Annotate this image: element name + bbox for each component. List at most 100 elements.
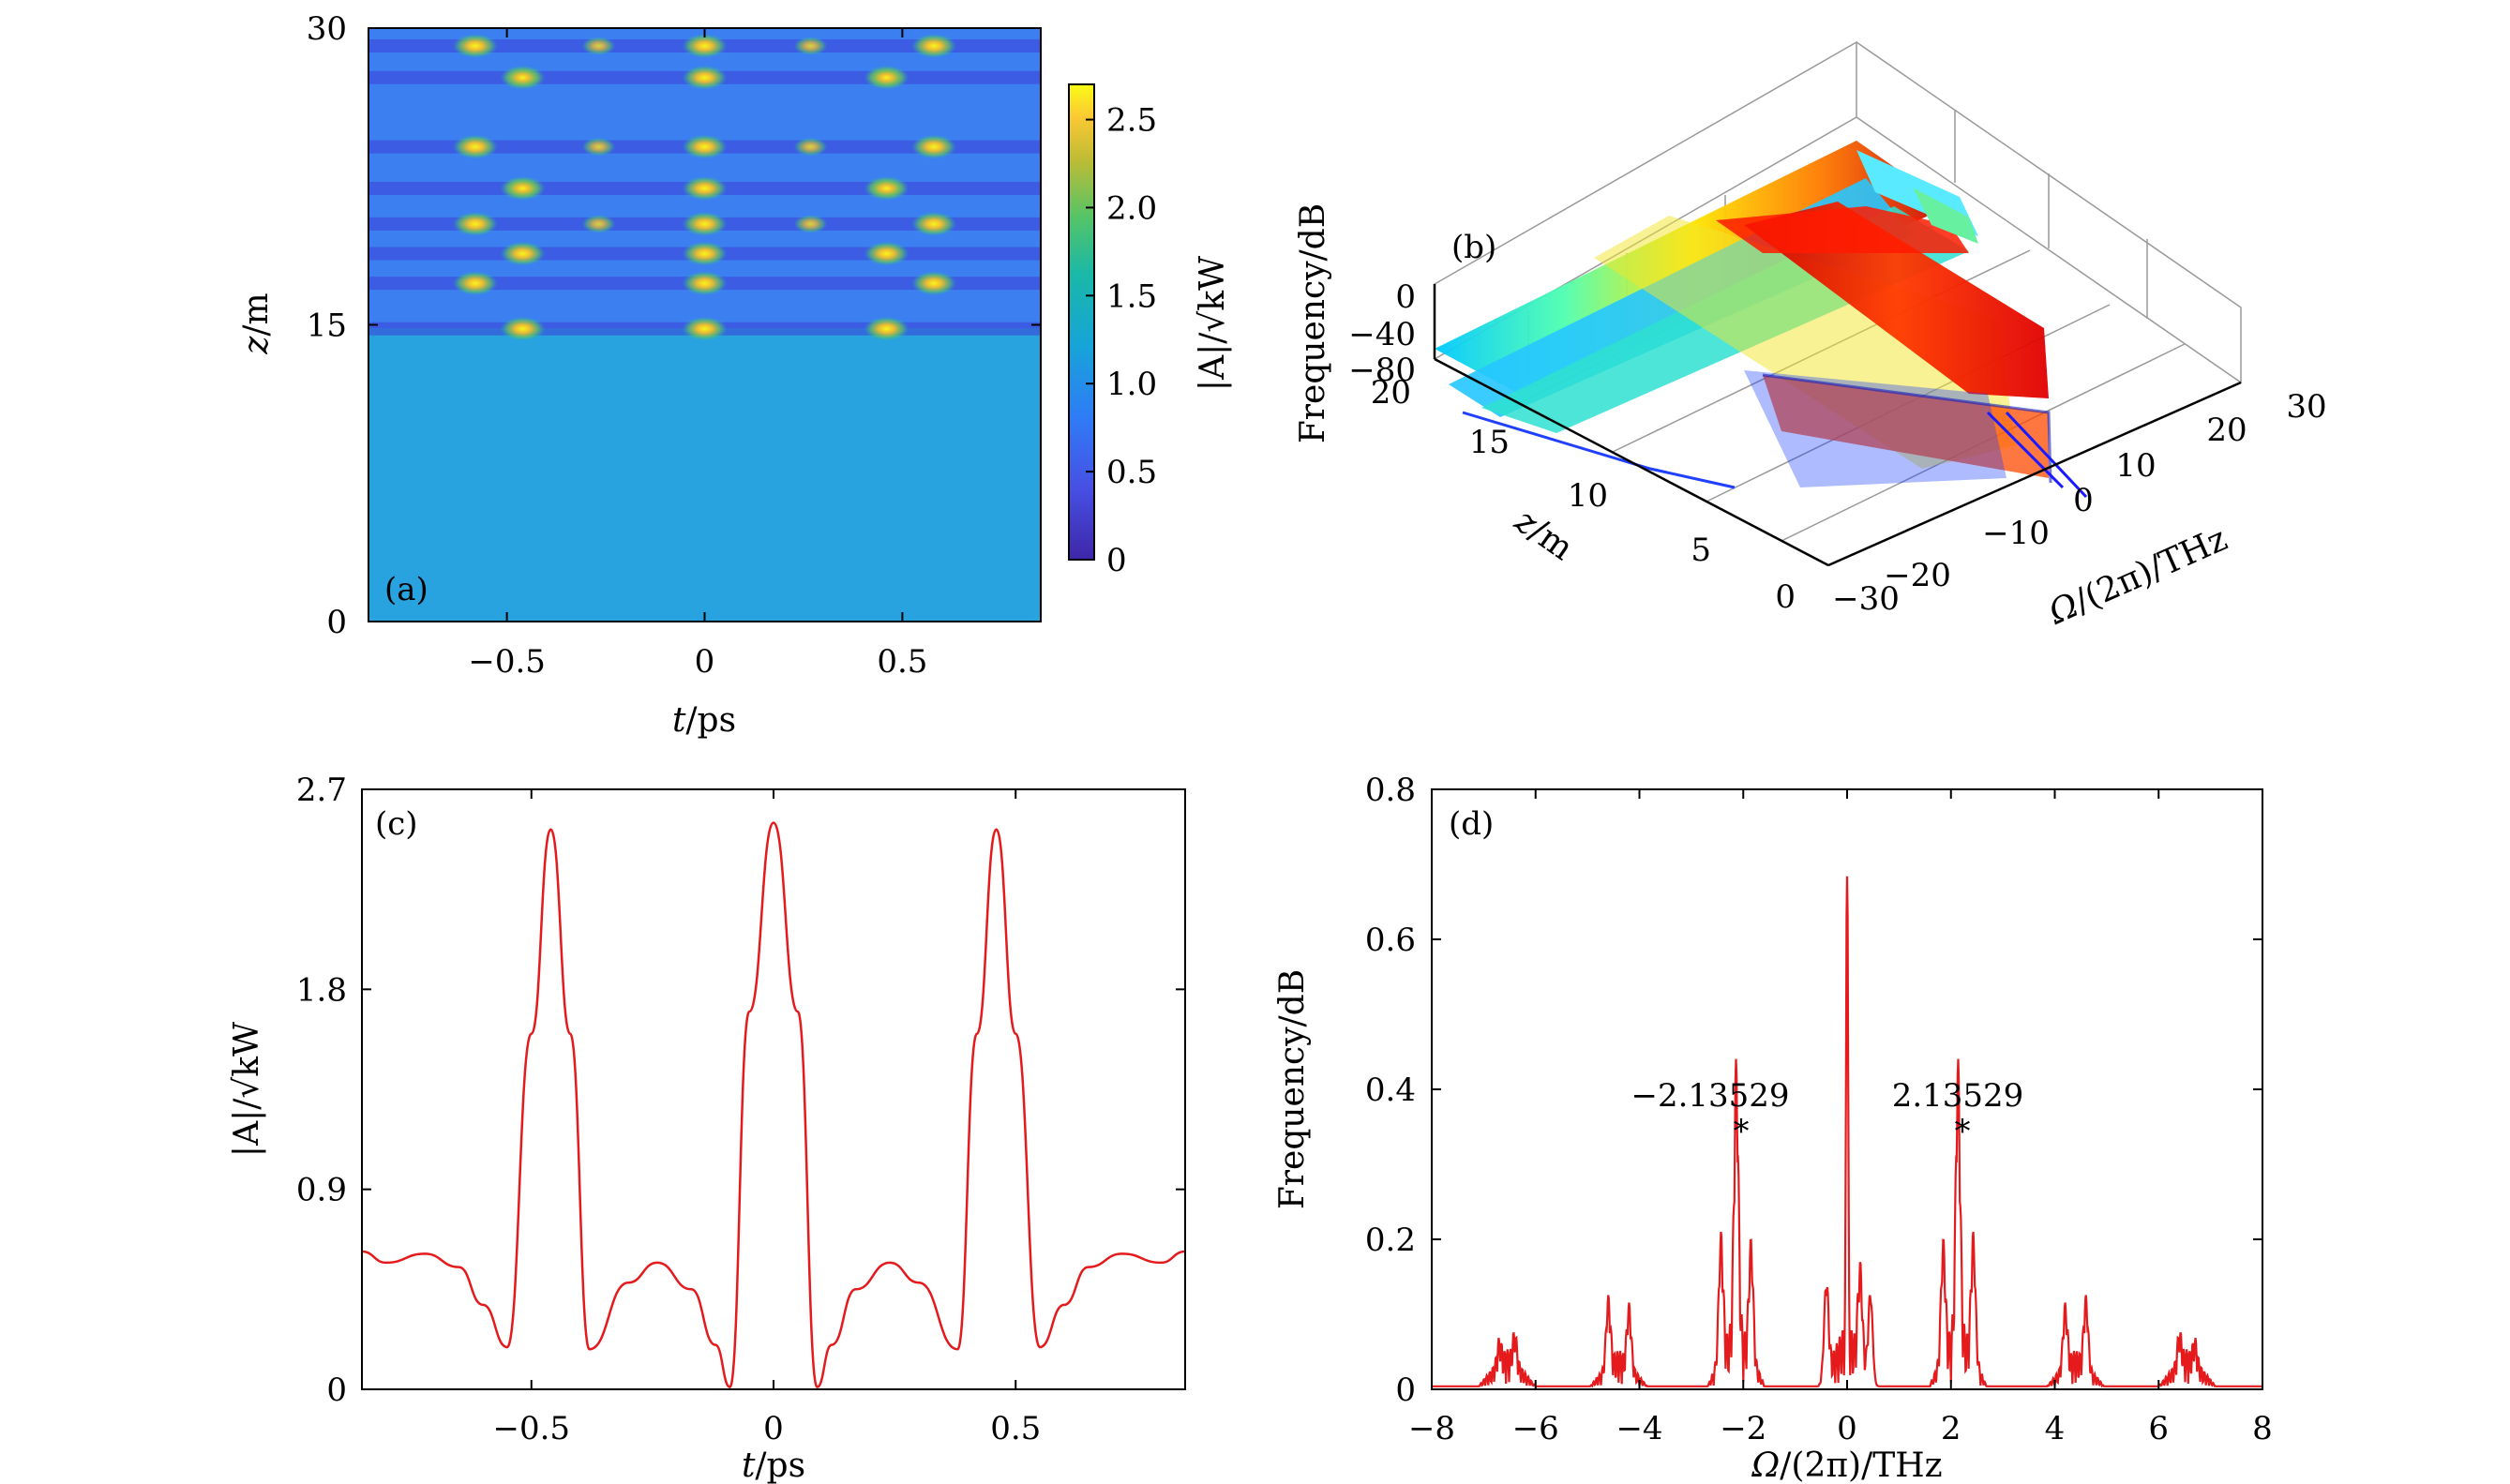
- tick-label: −0.5: [492, 1410, 570, 1447]
- tick-label: 2: [1941, 1410, 1961, 1447]
- heatmap-peak: [682, 175, 728, 201]
- tick-label: 0: [1106, 542, 1127, 579]
- series-line-d: [1432, 876, 2262, 1388]
- panel-tag-d: (d): [1449, 805, 1494, 843]
- tick-label: 15: [1469, 424, 1510, 461]
- ticks-a: −0.5 0 0.5 0 15 30: [307, 10, 1041, 681]
- heatmap-peak: [911, 211, 957, 236]
- colorbar-ticks: 0 0.5 1.0 1.5 2.0 2.5: [1086, 102, 1157, 579]
- heatmap-peak: [682, 211, 728, 236]
- heatmap-peak: [505, 178, 540, 198]
- marker-left-peak: *: [1734, 1113, 1750, 1150]
- colorbar: [1068, 83, 1095, 561]
- ticks-c: −0.5 0 0.5 0 0.9 1.8 2.7: [296, 772, 1185, 1447]
- tick-label: −2: [1720, 1410, 1766, 1447]
- panel-tag-c: (c): [375, 805, 418, 843]
- annotation-right-peak: 2.13529: [1892, 1077, 2024, 1115]
- tick-label: 10: [1568, 477, 1608, 515]
- heatmap-peak: [500, 316, 546, 341]
- tick-label: 0.6: [1365, 922, 1416, 959]
- heatmap-peak: [864, 316, 909, 341]
- x-axis-label-b: Ω/(2π)/THz: [2042, 519, 2232, 632]
- tick-label: −0.5: [468, 643, 546, 681]
- heatmap-peak: [581, 36, 616, 55]
- heatmap-peak: [793, 36, 828, 55]
- heatmap-peak: [682, 316, 728, 341]
- heatmap-peak: [581, 137, 616, 157]
- tick-label: 0: [326, 1372, 347, 1409]
- tick-label: 0: [695, 643, 715, 681]
- tick-label: 30: [307, 10, 347, 48]
- x-axis-label-a: t/ps: [672, 701, 736, 740]
- tick-label: −6: [1512, 1410, 1559, 1447]
- heatmap-peak: [682, 241, 728, 266]
- tick-label: −40: [1348, 316, 1416, 353]
- tick-label: 0: [763, 1410, 784, 1447]
- tick-label: 6: [2148, 1410, 2169, 1447]
- tick-label: 20: [2206, 412, 2247, 449]
- colorbar-label: |A|/√kW: [1194, 256, 1232, 391]
- axes-3d: [1433, 284, 2242, 567]
- tick-label: 0.5: [990, 1410, 1041, 1447]
- tick-label: 30: [2286, 388, 2326, 426]
- tick-label: 0: [1395, 1372, 1416, 1409]
- x-axis-label-c: t/ps: [742, 1447, 805, 1484]
- panel-a: −0.5 0 0.5 0 15 30 (a) t/ps z/m 0 0.5 1.0 1.5 2.0…: [237, 10, 1232, 740]
- spectrum-surface: [1435, 141, 2088, 499]
- tick-label: 10: [2115, 447, 2156, 485]
- tick-label: 0.9: [296, 1172, 347, 1209]
- tick-label: −30: [1832, 580, 1900, 618]
- heatmap-peak: [452, 271, 498, 296]
- y-axis-label-a: z/m: [237, 292, 276, 354]
- x-axis-label-d: Ω/(2π)/THz: [1751, 1447, 1942, 1484]
- tick-label: −20: [1884, 557, 1951, 594]
- tick-label: 1.0: [1106, 366, 1157, 403]
- tick-label: 8: [2252, 1410, 2273, 1447]
- heatmap-a: [368, 28, 1041, 622]
- heatmap-peak: [452, 33, 498, 58]
- heatmap-peak: [682, 65, 728, 90]
- heatmap-peak: [682, 271, 728, 296]
- panel-tag-b: (b): [1451, 229, 1496, 266]
- heatmap-peak: [869, 67, 904, 87]
- z-axis-label-b: Frequency/dB: [1294, 203, 1332, 443]
- tick-label: 0: [2073, 482, 2094, 519]
- heatmap-peak: [505, 67, 540, 87]
- heatmap-peak: [911, 134, 957, 159]
- annotation-left-peak: −2.13529: [1631, 1077, 1789, 1115]
- y-axis-label-d: Frequency/dB: [1273, 969, 1312, 1209]
- heatmap-peak: [864, 241, 909, 266]
- heatmap-peak: [682, 33, 728, 58]
- tick-label: 1.5: [1106, 277, 1157, 315]
- heatmap-peaks: [452, 33, 957, 341]
- heatmap-peak: [682, 134, 728, 159]
- panel-d: −8 −6 −4 −2 0 2 4 6 800.20.40.60.8 (d) −2.13529 …: [1273, 772, 2273, 1484]
- tick-label: 0.4: [1365, 1072, 1416, 1109]
- tick-label: 2.7: [296, 772, 347, 809]
- tick-label: −4: [1616, 1410, 1662, 1447]
- tick-label: 0: [1775, 578, 1796, 616]
- tick-label: 20: [1371, 374, 1411, 412]
- heatmap-peak: [581, 214, 616, 233]
- panel-c: −0.5 0 0.5 0 0.9 1.8 2.7 (c) t/ps |A|/√kW: [228, 772, 1186, 1484]
- tick-label: 0: [1837, 1410, 1857, 1447]
- tick-label: 0: [326, 604, 347, 641]
- tick-label: 0.8: [1365, 772, 1416, 809]
- heatmap-peak: [793, 137, 828, 157]
- tick-label: 0.5: [877, 643, 927, 681]
- tick-label: 1.8: [296, 971, 347, 1009]
- series-line-c: [362, 821, 1185, 1388]
- tick-label: 2.5: [1106, 102, 1157, 140]
- tick-label: 5: [1691, 532, 1711, 569]
- y-axis-label-c: |A|/√kW: [228, 1022, 266, 1157]
- heatmap-peak: [500, 241, 546, 266]
- tick-label: 0.2: [1365, 1222, 1416, 1259]
- heatmap-peak: [911, 33, 957, 58]
- heatmap-peak: [452, 211, 498, 236]
- heatmap-peak: [452, 134, 498, 159]
- heatmap-peak: [911, 271, 957, 296]
- heatmap-peak: [869, 178, 904, 198]
